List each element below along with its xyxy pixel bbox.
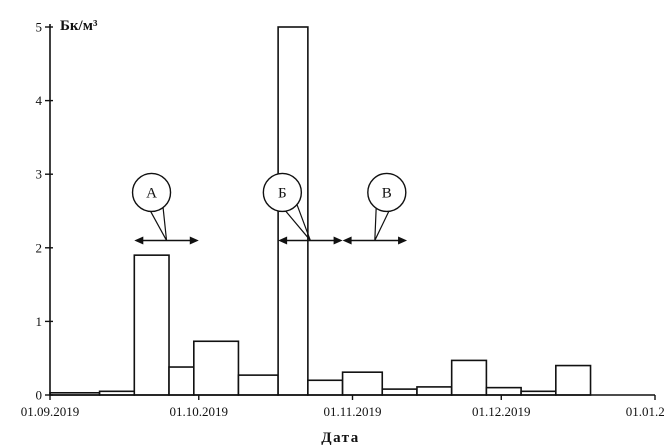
callout-circle-1 xyxy=(262,172,303,213)
y-tick-label-0: 0 xyxy=(36,388,43,403)
bar-10 xyxy=(416,386,453,396)
bar-5 xyxy=(237,374,279,396)
x-tick-label-0: 01.09.2019 xyxy=(21,404,80,419)
bar-11 xyxy=(450,359,488,396)
x-tick-label-2: 01.11.2019 xyxy=(323,404,381,419)
callout-label-0: А xyxy=(146,185,157,201)
y-tick-label-2: 2 xyxy=(36,240,43,255)
arrow-head-left-2 xyxy=(342,236,352,245)
bar-9 xyxy=(381,388,418,396)
arrow-head-right-2 xyxy=(398,236,408,245)
bar-4 xyxy=(193,340,240,396)
callout-circle-0 xyxy=(131,172,172,213)
x-axis-label: Дата xyxy=(321,430,359,446)
bar-12 xyxy=(485,386,522,396)
callout-leader-0 xyxy=(150,207,168,241)
y-tick-label-4: 4 xyxy=(36,93,43,108)
callout-circle-2 xyxy=(367,172,407,213)
arrow-head-right-0 xyxy=(189,236,199,245)
x-tick-label-1: 01.10.2019 xyxy=(170,404,229,419)
arrow-head-left-0 xyxy=(134,236,144,245)
x-tick-label-3: 01.12.2019 xyxy=(472,404,531,419)
x-tick-label-4: 01.01.2020 xyxy=(626,404,664,419)
bar-3 xyxy=(168,366,195,396)
callout-leader-2 xyxy=(374,208,390,241)
bar-7 xyxy=(307,379,344,396)
y-tick-label-1: 1 xyxy=(36,314,43,329)
y-tick-label-3: 3 xyxy=(36,167,43,182)
y-axis-label: Бк/м³ xyxy=(60,18,98,34)
arrow-head-left-1 xyxy=(278,236,288,245)
y-tick-label-5: 5 xyxy=(36,20,43,35)
bar-14 xyxy=(555,364,592,396)
callout-label-1: Б xyxy=(278,185,287,201)
bar-2 xyxy=(133,254,170,396)
arrow-head-right-1 xyxy=(333,236,343,245)
callout-leader-1 xyxy=(285,204,311,241)
bar-8 xyxy=(341,371,384,396)
callout-label-2: В xyxy=(382,185,392,201)
